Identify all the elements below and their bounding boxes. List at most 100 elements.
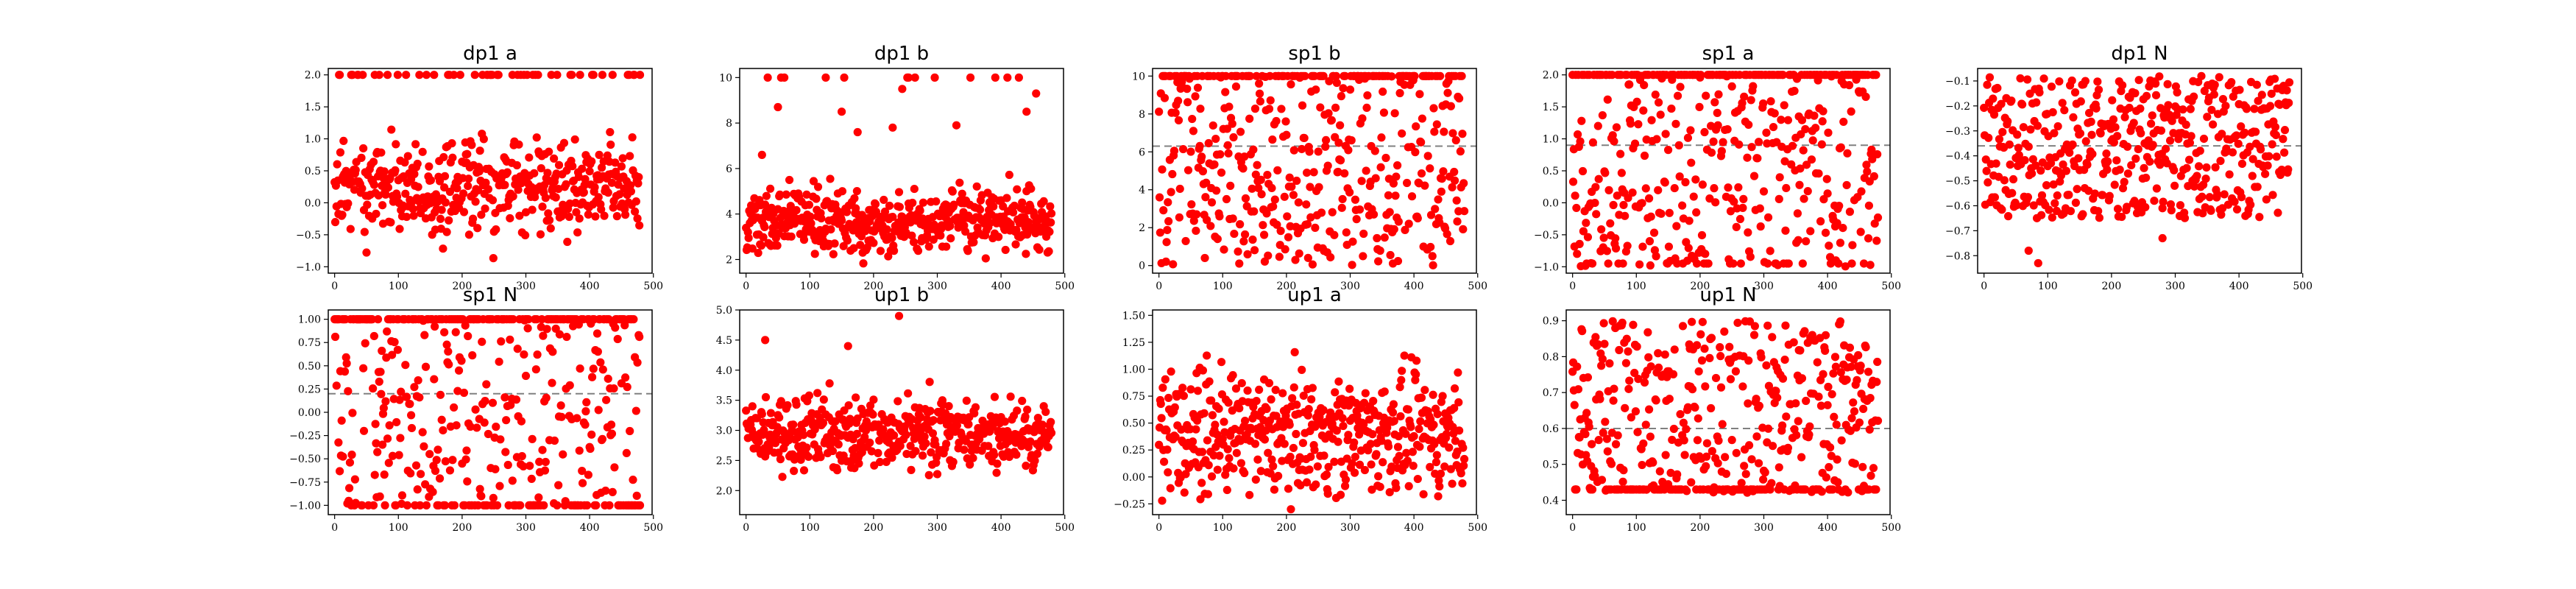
data-point bbox=[2221, 102, 2230, 110]
data-point bbox=[494, 71, 503, 80]
data-point bbox=[1865, 425, 1874, 434]
data-point bbox=[1582, 219, 1590, 228]
data-point bbox=[942, 440, 951, 448]
data-point bbox=[1635, 260, 1644, 269]
data-point bbox=[1179, 392, 1189, 401]
data-point bbox=[1431, 469, 1440, 479]
data-point bbox=[1169, 260, 1178, 269]
data-point bbox=[1374, 257, 1383, 266]
data-point bbox=[388, 350, 397, 359]
data-point bbox=[464, 174, 473, 183]
x-tick-label: 500 bbox=[643, 522, 663, 534]
data-point bbox=[521, 208, 531, 216]
data-point bbox=[1652, 135, 1661, 144]
data-point bbox=[1797, 116, 1807, 124]
data-point bbox=[409, 211, 418, 220]
data-point bbox=[1393, 161, 1402, 170]
data-point bbox=[1044, 247, 1053, 255]
data-point bbox=[2134, 144, 2142, 154]
data-point bbox=[1409, 431, 1418, 441]
data-point bbox=[1824, 128, 1833, 137]
data-point bbox=[423, 192, 432, 201]
data-point bbox=[1446, 236, 1455, 246]
data-point bbox=[1252, 396, 1261, 406]
data-point bbox=[2067, 76, 2076, 85]
data-point bbox=[2218, 130, 2226, 138]
data-point bbox=[1611, 440, 1621, 448]
data-point bbox=[1839, 117, 1848, 127]
data-point bbox=[1298, 439, 1308, 448]
data-point bbox=[1744, 120, 1753, 130]
data-point bbox=[1639, 439, 1648, 448]
data-point bbox=[1280, 192, 1289, 201]
data-point bbox=[1763, 213, 1773, 222]
data-point bbox=[2032, 98, 2041, 107]
data-point bbox=[1171, 108, 1180, 117]
data-point bbox=[1770, 109, 1779, 118]
data-point bbox=[1631, 407, 1641, 416]
data-point bbox=[1412, 122, 1420, 131]
data-point bbox=[1281, 117, 1290, 126]
data-point bbox=[440, 328, 449, 336]
data-point bbox=[2170, 181, 2179, 190]
data-point bbox=[775, 413, 784, 422]
data-point bbox=[1431, 205, 1440, 214]
data-point bbox=[1698, 317, 1707, 326]
data-point bbox=[1291, 255, 1300, 264]
data-point bbox=[589, 364, 598, 373]
data-point bbox=[1307, 395, 1316, 403]
data-point bbox=[1709, 137, 1718, 146]
data-point bbox=[392, 417, 401, 427]
data-point bbox=[2055, 77, 2064, 86]
data-point bbox=[2242, 105, 2251, 113]
y-tick-label: −0.5 bbox=[296, 230, 321, 241]
data-point bbox=[540, 466, 550, 475]
data-point bbox=[1693, 436, 1702, 445]
data-point bbox=[2151, 91, 2161, 99]
data-point bbox=[375, 71, 383, 80]
y-tick-label: 4 bbox=[726, 209, 732, 221]
data-point bbox=[2137, 129, 2145, 138]
data-point bbox=[1245, 490, 1254, 499]
data-point bbox=[1759, 187, 1769, 196]
data-point bbox=[994, 233, 1003, 241]
data-point bbox=[592, 329, 602, 338]
data-point bbox=[1687, 478, 1696, 487]
data-point bbox=[785, 436, 793, 445]
data-point bbox=[907, 231, 916, 240]
data-point bbox=[2257, 91, 2266, 99]
data-point bbox=[783, 401, 792, 410]
data-point bbox=[1381, 153, 1390, 163]
data-point bbox=[1755, 401, 1764, 410]
data-point bbox=[1682, 425, 1691, 434]
data-point bbox=[1331, 103, 1340, 112]
data-point bbox=[402, 392, 411, 401]
data-point bbox=[345, 458, 355, 467]
y-tick-label: 0.25 bbox=[1122, 445, 1145, 456]
data-point bbox=[502, 416, 511, 425]
data-point bbox=[1301, 71, 1309, 80]
data-point bbox=[1251, 475, 1260, 484]
data-point bbox=[888, 123, 897, 132]
data-point bbox=[807, 219, 815, 228]
data-point bbox=[819, 395, 828, 404]
data-point bbox=[1366, 440, 1375, 448]
data-point bbox=[762, 191, 771, 200]
data-point bbox=[548, 378, 556, 387]
data-point bbox=[1455, 94, 1464, 103]
data-point bbox=[829, 250, 838, 258]
data-point bbox=[1000, 417, 1009, 426]
data-point bbox=[894, 188, 904, 197]
data-point bbox=[1344, 146, 1353, 155]
data-point bbox=[1178, 144, 1188, 154]
subplot-up1-a: up1 a0 100 200 300 400 500−0.250.000.250.500.… bbox=[1114, 284, 1487, 534]
data-point bbox=[623, 383, 631, 392]
data-point bbox=[1214, 404, 1223, 413]
x-tick-label: 300 bbox=[2165, 281, 2185, 292]
data-point bbox=[547, 71, 556, 80]
data-point bbox=[1732, 222, 1741, 231]
data-point bbox=[544, 209, 553, 218]
data-point bbox=[626, 152, 634, 161]
data-point bbox=[1334, 437, 1342, 446]
data-point bbox=[1313, 462, 1322, 471]
